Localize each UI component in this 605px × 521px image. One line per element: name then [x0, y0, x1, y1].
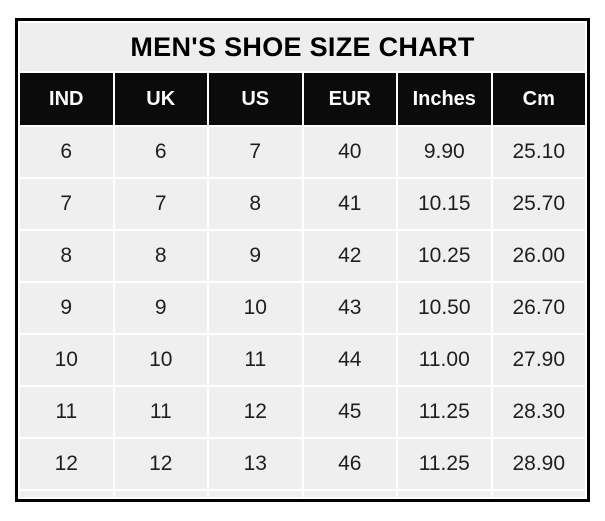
chart-title: MEN'S SHOE SIZE CHART — [20, 23, 585, 71]
column-header-inches: Inches — [398, 73, 491, 125]
table-cell-uk: 9 — [114, 283, 207, 333]
spacer-cell — [20, 491, 113, 497]
spacer-cell — [398, 491, 491, 497]
table-cell-cm: 27.90 — [492, 335, 585, 385]
spacer-cell — [209, 491, 302, 497]
table-cell-eur: 40 — [303, 127, 396, 177]
column-header-eur: EUR — [303, 73, 396, 125]
table-cell-eur: 45 — [303, 387, 396, 437]
spacer-cell — [492, 491, 585, 497]
table-body: 6 6 7 40 9.90 25.10 7 7 8 41 10.15 25.70 8 8 9 42 10.25 2… — [20, 127, 585, 497]
table-cell-inches: 9.90 — [398, 127, 491, 177]
bottom-spacer-row — [20, 491, 585, 497]
table-row: 12 12 13 46 11.25 28.90 — [20, 439, 585, 489]
spacer-cell — [303, 491, 396, 497]
table-cell-inches: 11.25 — [398, 387, 491, 437]
table-row: 9 9 10 43 10.50 26.70 — [20, 283, 585, 333]
table-cell-eur: 43 — [303, 283, 396, 333]
table-cell-us: 10 — [209, 283, 302, 333]
table-cell-ind: 10 — [20, 335, 113, 385]
column-header-cm: Cm — [492, 73, 585, 125]
table-cell-uk: 11 — [114, 387, 207, 437]
table-cell-us: 7 — [209, 127, 302, 177]
table-cell-cm: 28.90 — [492, 439, 585, 489]
title-row: MEN'S SHOE SIZE CHART — [20, 23, 585, 71]
table-cell-us: 13 — [209, 439, 302, 489]
table-cell-us: 8 — [209, 179, 302, 229]
table-row: 10 10 11 44 11.00 27.90 — [20, 335, 585, 385]
table-row: 6 6 7 40 9.90 25.10 — [20, 127, 585, 177]
table-cell-ind: 8 — [20, 231, 113, 281]
table-cell-ind: 11 — [20, 387, 113, 437]
table-cell-inches: 11.00 — [398, 335, 491, 385]
table-cell-ind: 9 — [20, 283, 113, 333]
table-cell-us: 11 — [209, 335, 302, 385]
table-cell-cm: 26.70 — [492, 283, 585, 333]
table-cell-eur: 42 — [303, 231, 396, 281]
table-cell-cm: 25.10 — [492, 127, 585, 177]
table-row: 11 11 12 45 11.25 28.30 — [20, 387, 585, 437]
table-cell-inches: 10.50 — [398, 283, 491, 333]
table-cell-inches: 10.15 — [398, 179, 491, 229]
table-head: MEN'S SHOE SIZE CHART IND UK US EUR Inches Cm — [20, 23, 585, 125]
table-cell-uk: 12 — [114, 439, 207, 489]
table-cell-cm: 25.70 — [492, 179, 585, 229]
table-cell-inches: 10.25 — [398, 231, 491, 281]
table-cell-eur: 41 — [303, 179, 396, 229]
table-cell-eur: 44 — [303, 335, 396, 385]
header-row: IND UK US EUR Inches Cm — [20, 73, 585, 125]
table-cell-cm: 28.30 — [492, 387, 585, 437]
column-header-uk: UK — [114, 73, 207, 125]
shoe-size-chart-table: MEN'S SHOE SIZE CHART IND UK US EUR Inches Cm… — [15, 18, 590, 502]
table-cell-uk: 7 — [114, 179, 207, 229]
table-cell-ind: 7 — [20, 179, 113, 229]
column-header-us: US — [209, 73, 302, 125]
table-cell-uk: 8 — [114, 231, 207, 281]
column-header-ind: IND — [20, 73, 113, 125]
table-cell-us: 12 — [209, 387, 302, 437]
table-row: 7 7 8 41 10.15 25.70 — [20, 179, 585, 229]
table-row: 8 8 9 42 10.25 26.00 — [20, 231, 585, 281]
table-cell-uk: 6 — [114, 127, 207, 177]
table-cell-cm: 26.00 — [492, 231, 585, 281]
table-cell-eur: 46 — [303, 439, 396, 489]
table-cell-ind: 6 — [20, 127, 113, 177]
table-cell-uk: 10 — [114, 335, 207, 385]
spacer-cell — [114, 491, 207, 497]
table-cell-us: 9 — [209, 231, 302, 281]
table-cell-ind: 12 — [20, 439, 113, 489]
table-cell-inches: 11.25 — [398, 439, 491, 489]
